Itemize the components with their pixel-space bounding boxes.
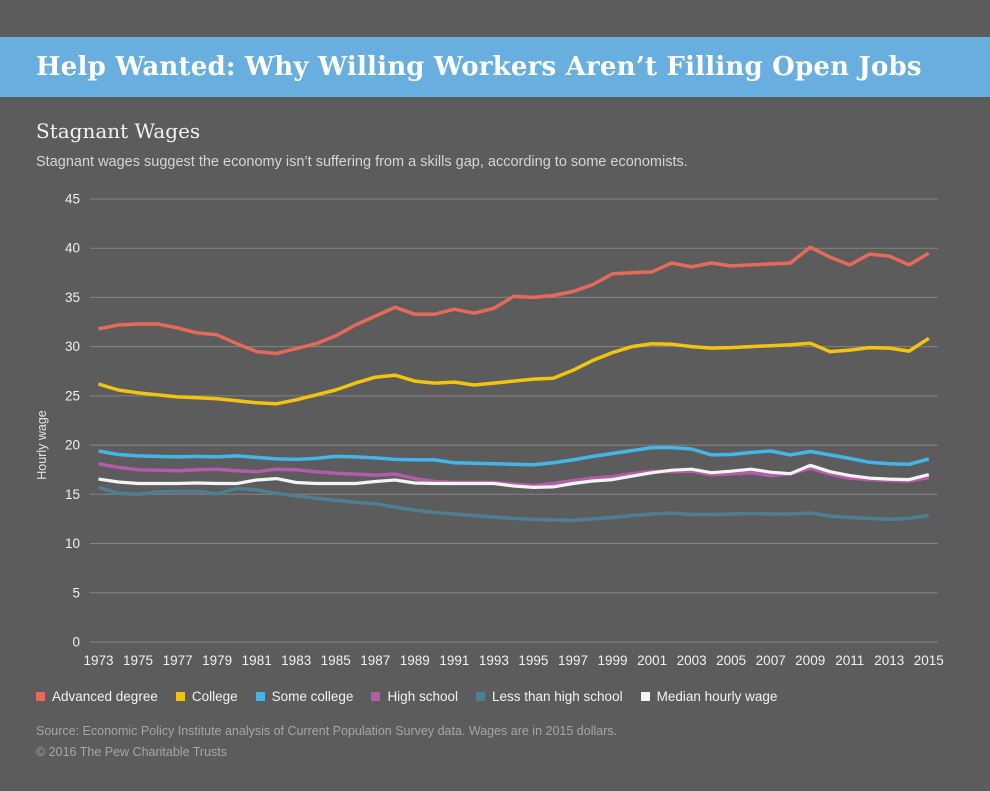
legend-swatch-high-school bbox=[371, 692, 381, 701]
y-tick-label: 25 bbox=[65, 388, 80, 403]
x-tick-label: 2015 bbox=[914, 653, 944, 668]
y-tick-label: 20 bbox=[65, 438, 80, 453]
legend-item-less-than-high-school: Less than high school bbox=[475, 689, 623, 704]
x-tick-label: 1991 bbox=[439, 653, 469, 668]
chart-heading: Stagnant Wages bbox=[36, 119, 201, 143]
x-tick-label: 1989 bbox=[400, 653, 430, 668]
x-tick-label: 1987 bbox=[360, 653, 390, 668]
title-banner: Help Wanted: Why Willing Workers Aren’t … bbox=[0, 37, 990, 97]
x-tick-label: 1981 bbox=[242, 653, 272, 668]
legend-item-some-college: Some college bbox=[255, 689, 354, 704]
x-tick-label: 1999 bbox=[597, 653, 627, 668]
x-tick-label: 2005 bbox=[716, 653, 746, 668]
x-tick-label: 2001 bbox=[637, 653, 667, 668]
legend-item-high-school: High school bbox=[371, 689, 458, 704]
legend-swatch-college bbox=[175, 692, 185, 701]
y-tick-label: 45 bbox=[65, 192, 80, 207]
chart-line-college bbox=[98, 336, 930, 406]
chart-legend: Advanced degree College Some college High s… bbox=[36, 689, 777, 704]
x-tick-label: 2011 bbox=[835, 653, 864, 668]
x-tick-label: 1985 bbox=[321, 653, 351, 668]
legend-label: Some college bbox=[271, 689, 354, 704]
chart-line-some-college bbox=[98, 445, 930, 467]
x-tick-label: 1979 bbox=[202, 653, 232, 668]
x-tick-label: 1975 bbox=[123, 653, 153, 668]
y-tick-label: 0 bbox=[72, 635, 80, 650]
legend-item-advanced-degree: Advanced degree bbox=[36, 689, 158, 704]
legend-swatch-median-hourly-wage bbox=[640, 692, 650, 701]
chart-line-less-than-high-school bbox=[98, 485, 930, 523]
y-tick-label: 10 bbox=[65, 536, 80, 551]
legend-label: High school bbox=[387, 689, 458, 704]
source-note: Source: Economic Policy Institute analys… bbox=[36, 724, 618, 738]
y-axis-title: Hourly wage bbox=[35, 410, 49, 480]
legend-label: Less than high school bbox=[491, 689, 623, 704]
x-tick-label: 1995 bbox=[518, 653, 548, 668]
chart-subtitle: Stagnant wages suggest the economy isn’t… bbox=[36, 154, 688, 170]
legend-swatch-advanced-degree bbox=[36, 692, 45, 701]
page-title: Help Wanted: Why Willing Workers Aren’t … bbox=[36, 52, 922, 82]
y-tick-label: 35 bbox=[65, 290, 80, 305]
y-tick-label: 15 bbox=[65, 487, 80, 502]
y-tick-label: 40 bbox=[65, 241, 80, 256]
chart-line-median-hourly-wage bbox=[98, 463, 930, 489]
legend-label: College bbox=[191, 689, 238, 704]
legend-item-college: College bbox=[175, 689, 238, 704]
legend-swatch-less-than-high-school bbox=[475, 692, 485, 701]
x-tick-label: 1977 bbox=[163, 653, 193, 668]
x-tick-label: 1983 bbox=[281, 653, 311, 668]
copyright-note: © 2016 The Pew Charitable Trusts bbox=[36, 745, 228, 759]
x-tick-label: 2013 bbox=[874, 653, 904, 668]
chart-line-advanced-degree bbox=[98, 245, 930, 356]
x-tick-label: 2003 bbox=[677, 653, 707, 668]
y-tick-label: 30 bbox=[65, 339, 80, 354]
x-tick-label: 1973 bbox=[83, 653, 113, 668]
x-tick-label: 2009 bbox=[795, 653, 825, 668]
x-tick-label: 2007 bbox=[756, 653, 786, 668]
x-tick-label: 1993 bbox=[479, 653, 509, 668]
legend-label: Advanced degree bbox=[52, 689, 158, 704]
x-tick-label: 1997 bbox=[558, 653, 588, 668]
legend-swatch-some-college bbox=[255, 692, 265, 701]
legend-item-median-hourly-wage: Median hourly wage bbox=[640, 689, 778, 704]
legend-label: Median hourly wage bbox=[656, 689, 778, 704]
y-tick-label: 5 bbox=[72, 585, 80, 600]
